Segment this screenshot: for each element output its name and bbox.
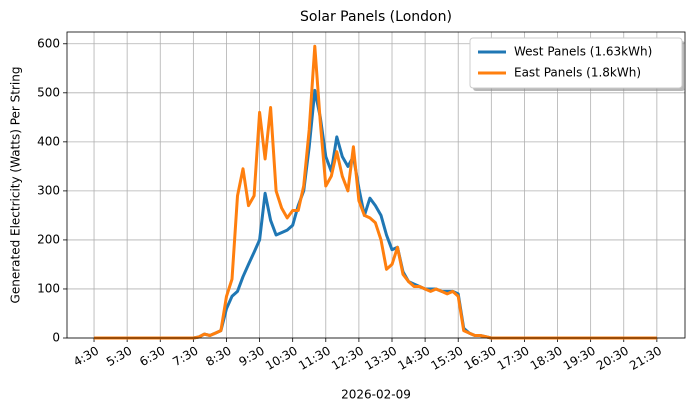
y-tick-label: 400	[37, 134, 60, 148]
chart-title: Solar Panels (London)	[300, 9, 452, 25]
x-tick-label: 20:30	[594, 344, 631, 373]
x-tick-label: 9:30	[236, 344, 266, 370]
x-tick-label: 5:30	[104, 344, 134, 370]
y-tick-label: 300	[37, 183, 60, 197]
plot-frame	[66, 31, 686, 339]
data-line	[94, 88, 657, 340]
legend-box	[469, 37, 683, 89]
y-tick-label: 200	[37, 232, 60, 246]
x-tick-label: 16:30	[462, 344, 499, 373]
x-tick-label: 21:30	[627, 344, 664, 373]
x-tick-label: 17:30	[495, 344, 532, 373]
data-line	[94, 44, 657, 340]
x-tick-label: 7:30	[170, 344, 200, 370]
x-tick-label: 8:30	[203, 344, 233, 370]
x-tick-label: 14:30	[395, 344, 432, 373]
x-tick-label: 13:30	[362, 344, 399, 373]
x-tick-label: 10:30	[263, 344, 300, 373]
x-tick-label: 11:30	[296, 344, 333, 373]
legend-label: West Panels (1.63kWh)	[514, 45, 652, 59]
y-tick-label: 100	[37, 281, 60, 295]
x-tick-label: 18:30	[528, 344, 565, 373]
x-tick-label: 19:30	[561, 344, 598, 373]
y-tick-label: 0	[52, 331, 60, 345]
y-tick-label: 500	[37, 85, 60, 99]
x-tick-label: 4:30	[71, 344, 101, 370]
x-tick-label: 6:30	[137, 344, 167, 370]
x-axis-label: 2026-02-09	[341, 388, 411, 402]
x-tick-label: 15:30	[429, 344, 466, 373]
legend-label: East Panels (1.8kWh)	[514, 66, 641, 80]
x-tick-label: 12:30	[329, 344, 366, 373]
legend: West Panels (1.63kWh) East Panels (1.8kWh…	[469, 37, 685, 91]
y-tick-label: 600	[37, 36, 60, 50]
y-axis-label: Generated Electricity (Watts) Per String	[9, 67, 23, 304]
